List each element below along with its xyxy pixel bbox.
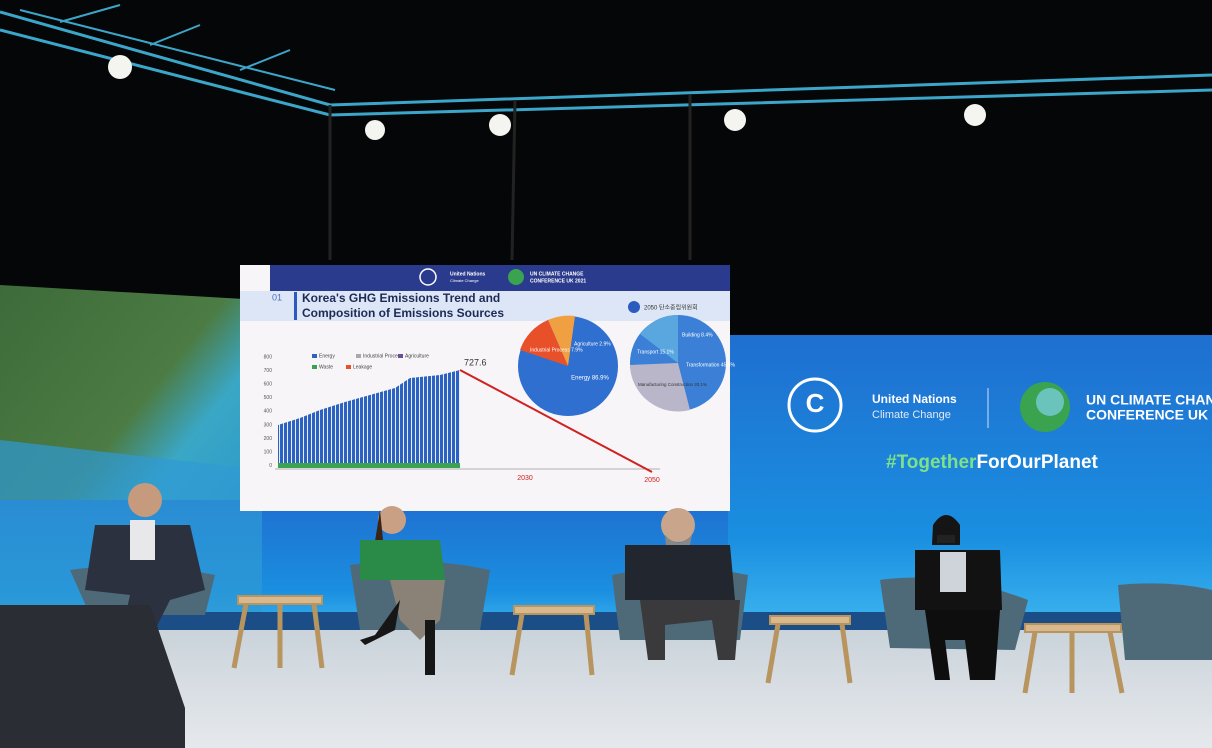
pie-1-label: Industrial Process 7.9% (530, 347, 583, 353)
slide-y-label: 400 (264, 409, 273, 415)
slide-title-1: Korea's GHG Emissions Trend and (302, 291, 500, 305)
pie-2-label: Building 8.4% (682, 332, 713, 338)
backdrop-org: United Nations (872, 392, 957, 406)
legend-swatch (398, 354, 403, 358)
pie-1-label: Agriculture 2.9% (574, 341, 611, 347)
slide-y-label: 200 (264, 436, 273, 442)
slide-y-label: 0 (269, 463, 272, 469)
scene: C United Nations Climate Change UN CLIMA… (0, 0, 1212, 748)
backdrop-conf-1: UN CLIMATE CHANGE (1086, 392, 1212, 408)
slide-y-label: 300 (264, 422, 273, 428)
legend-label: Energy (319, 353, 335, 359)
legend-label: Agriculture (405, 353, 429, 359)
backdrop-org-sub: Climate Change (872, 409, 951, 421)
slide-bar-base (278, 463, 460, 468)
slide: United Nations Climate Change UN CLIMATE… (240, 265, 736, 511)
slide-y-label: 800 (264, 354, 273, 360)
pie-1-label: Energy 86.9% (571, 376, 609, 382)
legend-label: Leakage (353, 364, 372, 370)
slide-conf-2: CONFERENCE UK 2021 (530, 278, 586, 284)
slide-title-2: Composition of Emissions Sources (302, 306, 504, 320)
slide-globe (508, 269, 524, 285)
legend-swatch (312, 354, 317, 358)
title-accent (294, 292, 297, 320)
hashtag: #TogetherForOurPlanet (886, 452, 1099, 473)
badge: 2050 탄소중립위원회 (644, 304, 698, 312)
slide-header (270, 265, 730, 291)
globe-logo-inner (1036, 388, 1064, 416)
slide-y-label: 700 (264, 368, 273, 374)
backdrop-conf-2: CONFERENCE UK 2021 (1086, 407, 1212, 423)
badge-icon (628, 301, 640, 313)
hashtag-white: ForOurPlanet (976, 452, 1098, 473)
page: C United Nations Climate Change UN CLIMA… (0, 0, 1212, 748)
slide-y-axis: 800 700 600 500 400 300 200 100 0 (264, 354, 273, 469)
slide-number: 01 (272, 292, 282, 302)
legend-swatch (312, 365, 317, 369)
pie-2-label: Manufacturing Construction 20.1% (638, 382, 707, 387)
peak-label: 727.6 (464, 357, 487, 367)
slide-y-label: 100 (264, 450, 273, 456)
legend-label: Waste (319, 364, 333, 370)
legend-label: Industrial Process (363, 353, 403, 359)
podium (0, 605, 185, 748)
slide-y-label: 600 (264, 382, 273, 388)
x-label: 2050 (644, 477, 660, 484)
legend-swatch (346, 365, 351, 369)
slide-org-sub: Climate Change (450, 278, 479, 283)
pie-2-label: Transformation 45.4% (686, 362, 736, 368)
x-label: 2030 (517, 475, 533, 482)
slide-conf-1: UN CLIMATE CHANGE (530, 271, 584, 277)
slide-y-label: 500 (264, 395, 273, 401)
un-logo-mark: C (806, 388, 825, 418)
legend-swatch (356, 354, 361, 358)
pie-2-label: Transport 15.1% (637, 349, 674, 355)
hashtag-green: #Together (886, 452, 977, 473)
slide-org: United Nations (450, 271, 485, 277)
